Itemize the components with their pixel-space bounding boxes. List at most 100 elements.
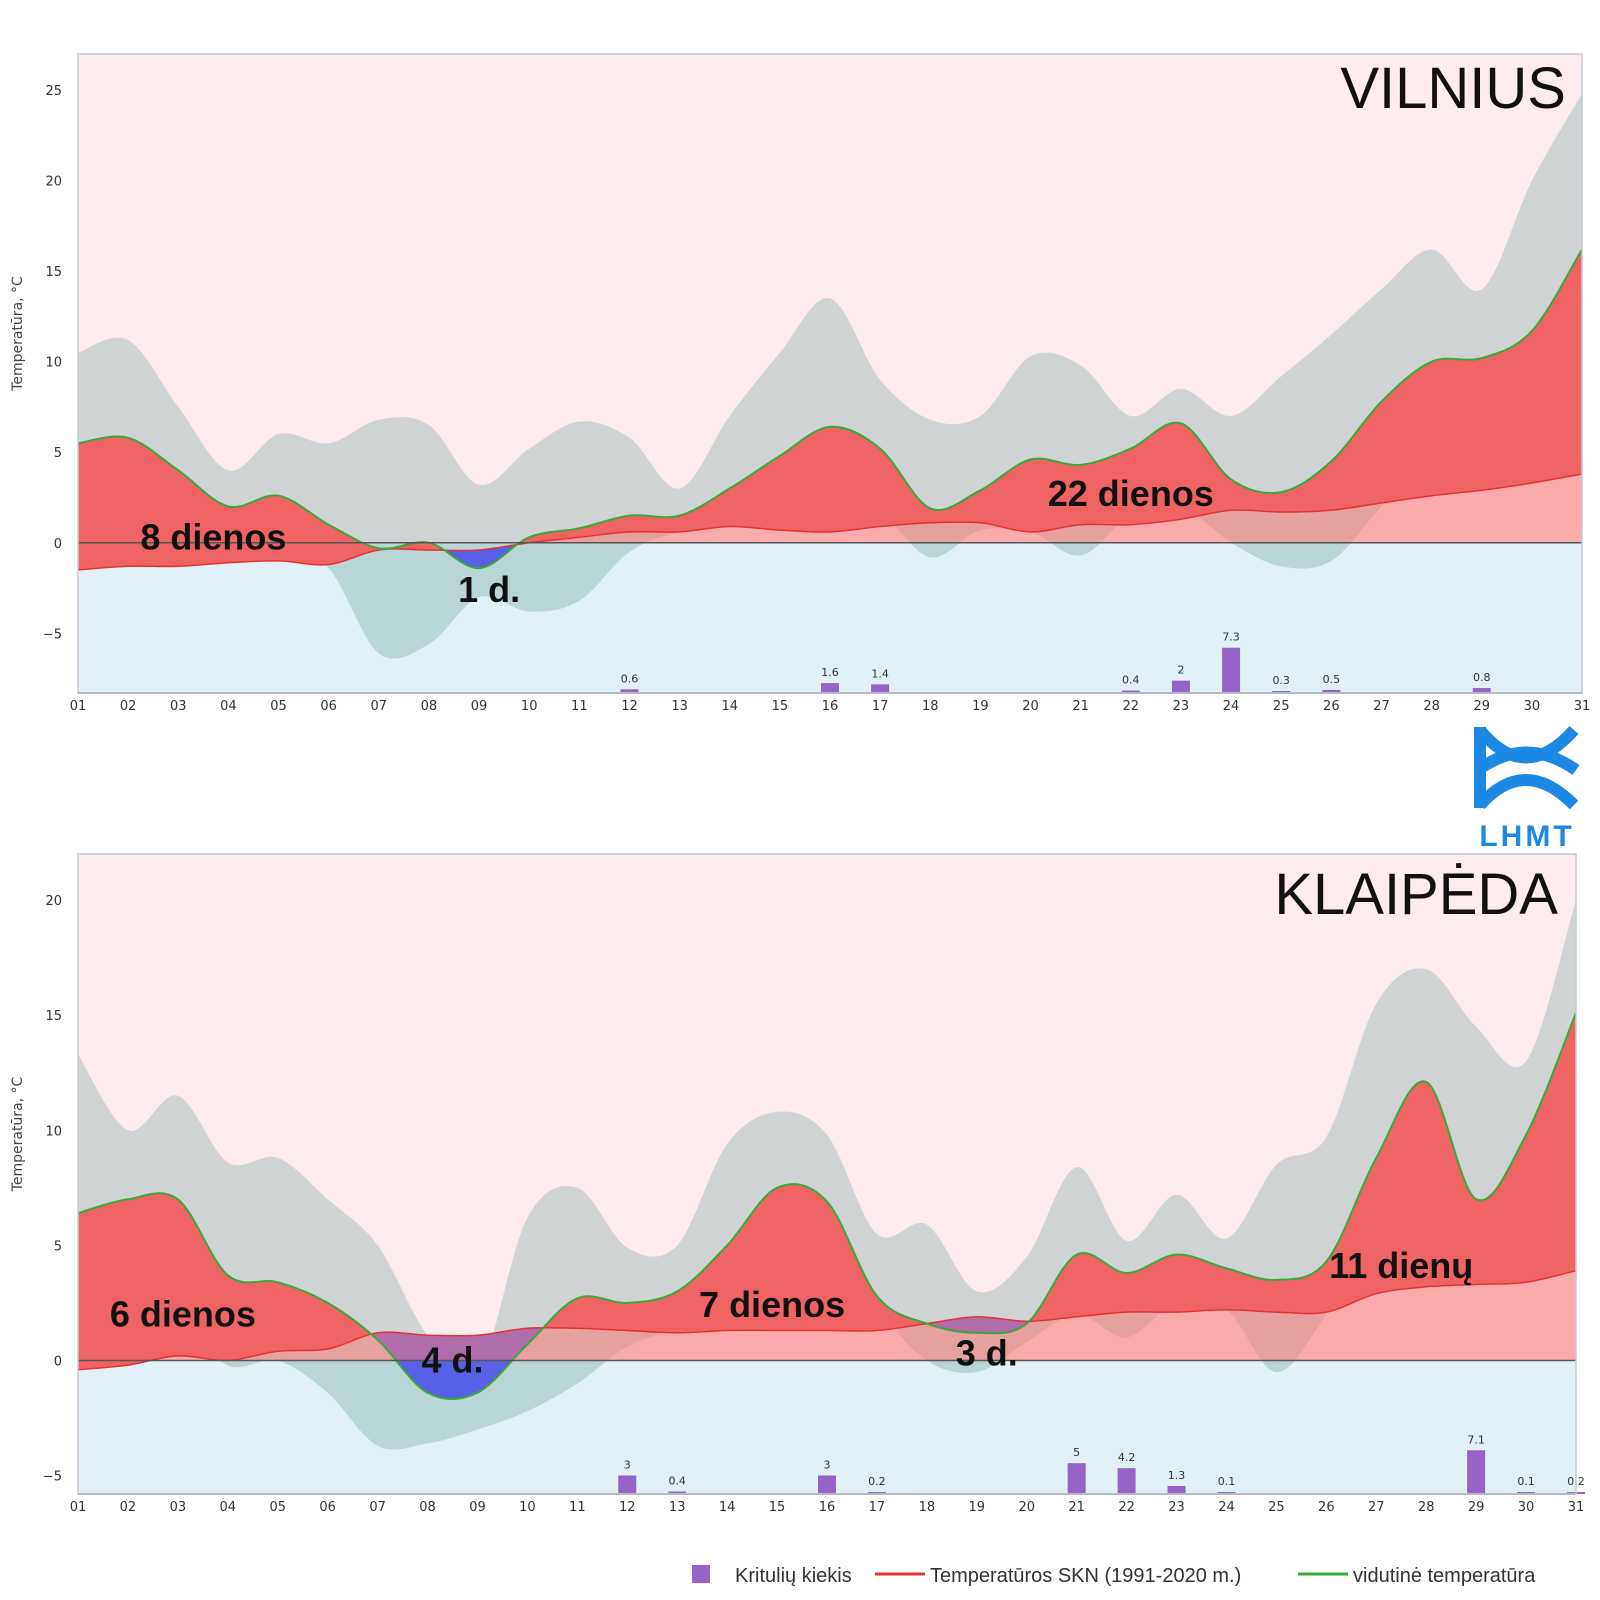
klaipeda-x-tick-label: 15	[769, 1500, 786, 1515]
vilnius-x-tick-label: 24	[1223, 699, 1240, 714]
klaipeda-x-tick-label: 27	[1368, 1500, 1385, 1515]
klaipeda-x-tick-label: 06	[319, 1500, 336, 1515]
vilnius-x-tick-label: 22	[1123, 699, 1140, 714]
vilnius-precip-label: 0.8	[1473, 671, 1491, 684]
vilnius-x-tick-label: 04	[220, 699, 237, 714]
vilnius-x-tick-label: 25	[1273, 699, 1290, 714]
klaipeda-precip-label: 1.3	[1168, 1469, 1186, 1482]
klaipeda-title: KLAIPĖDA	[1274, 862, 1558, 927]
vilnius-x-tick-label: 10	[521, 699, 538, 714]
vilnius-x-tick-label: 29	[1473, 699, 1490, 714]
vilnius-y-tick-label: 10	[45, 356, 62, 371]
vilnius-x-tick-label: 26	[1323, 699, 1340, 714]
vilnius-x-tick-label: 19	[972, 699, 989, 714]
klaipeda-day-count-annotation: 11 dienų	[1329, 1245, 1473, 1286]
klaipeda-y-tick-label: 15	[45, 1009, 62, 1024]
vilnius-mean-line	[78, 248, 1582, 570]
klaipeda-x-tick-label: 03	[170, 1500, 187, 1515]
vilnius-x-tick-label: 15	[772, 699, 789, 714]
klaipeda-precip-label: 7.1	[1467, 1433, 1485, 1446]
klaipeda-x-tick-label: 25	[1268, 1500, 1285, 1515]
vilnius-x-tick-label: 02	[120, 699, 137, 714]
klaipeda-x-tick-label: 28	[1418, 1500, 1435, 1515]
klaipeda-x-tick-label: 14	[719, 1500, 736, 1515]
vilnius-precip-bar	[871, 684, 890, 693]
vilnius-x-tick-label: 06	[320, 699, 337, 714]
klaipeda-mean-line	[78, 1012, 1576, 1401]
vilnius-precip-label: 0.5	[1323, 673, 1341, 686]
klaipeda-precip-bar	[1167, 1485, 1186, 1494]
klaipeda-day-count-annotation: 7 dienos	[699, 1284, 845, 1325]
vilnius-y-axis-label: Temperatūra, °C	[10, 276, 26, 392]
klaipeda-norm-line	[78, 1269, 1576, 1371]
klaipeda-x-tick-label: 01	[70, 1500, 87, 1515]
vilnius-y-tick-label: 15	[45, 265, 62, 280]
legend-mean-label: vidutinė temperatūra	[1353, 1565, 1536, 1587]
klaipeda-precip-label: 3	[824, 1459, 831, 1472]
vilnius-precip-bar	[1171, 680, 1190, 693]
klaipeda-precip-bar	[668, 1491, 687, 1494]
klaipeda-y-tick-label: −5	[43, 1470, 62, 1485]
lhmt-logo: LHMT	[1474, 725, 1580, 853]
vilnius-precip-bar	[1472, 688, 1491, 693]
vilnius-x-tick-label: 13	[671, 699, 688, 714]
klaipeda-x-tick-label: 09	[469, 1500, 486, 1515]
klaipeda-norm-fill	[78, 1270, 1576, 1361]
vilnius-precip-label: 2	[1177, 664, 1184, 677]
vilnius-x-tick-label: 11	[571, 699, 588, 714]
klaipeda-precip-label: 4.2	[1118, 1451, 1136, 1464]
vilnius-precip-label: 7.3	[1222, 631, 1240, 644]
vilnius-plot-area	[78, 93, 1582, 659]
klaipeda-precip-label: 0.1	[1517, 1475, 1535, 1488]
vilnius-x-tick-label: 12	[621, 699, 638, 714]
klaipeda-precip-label: 0.2	[868, 1475, 886, 1488]
klaipeda-precip-label: 5	[1073, 1446, 1080, 1459]
vilnius-day-count-annotation: 1 d.	[458, 569, 520, 610]
klaipeda-y-tick-label: 5	[54, 1239, 62, 1254]
legend: Kritulių kiekis Temperatūros SKN (1991-2…	[692, 1565, 1536, 1587]
klaipeda-chart: 30.430.25 4.21.3 0.17.10.1 0.201 02 03 04 05 06 0…	[10, 853, 1585, 1515]
vilnius-x-tick-label: 05	[270, 699, 287, 714]
klaipeda-x-tick-label: 20	[1018, 1500, 1035, 1515]
vilnius-precip-label: 0.6	[621, 672, 639, 685]
vilnius-x-tick-label: 18	[922, 699, 939, 714]
klaipeda-range-band	[78, 900, 1576, 1450]
vilnius-y-tick-label: 20	[45, 175, 62, 190]
vilnius-x-tick-label: 14	[721, 699, 738, 714]
lhmt-logo-mark-icon	[1474, 725, 1580, 810]
klaipeda-day-count-annotation: 6 dienos	[110, 1293, 256, 1334]
vilnius-x-tick-label: 07	[371, 699, 388, 714]
klaipeda-precip-bar	[818, 1475, 836, 1494]
klaipeda-precip-bar	[1117, 1468, 1136, 1494]
klaipeda-x-tick-label: 07	[369, 1500, 386, 1515]
vilnius-precip-bar	[1121, 690, 1140, 693]
klaipeda-precip-label: 0.1	[1218, 1475, 1236, 1488]
vilnius-precip-bar	[620, 689, 639, 693]
klaipeda-x-tick-label: 16	[819, 1500, 836, 1515]
klaipeda-y-tick-label: 10	[45, 1124, 62, 1139]
vilnius-x-tick-label: 28	[1423, 699, 1440, 714]
vilnius-y-tick-label: −5	[43, 627, 62, 642]
vilnius-x-tick-label: 01	[70, 699, 87, 714]
vilnius-x-tick-label: 03	[170, 699, 187, 714]
klaipeda-x-tick-label: 08	[419, 1500, 436, 1515]
vilnius-chart: 0.6 1.6 1.4 0.427.30.3 0.5 0.801 02 03 04 05 06 07 0…	[10, 53, 1591, 714]
klaipeda-x-tick-label: 05	[269, 1500, 286, 1515]
vilnius-precip-label: 1.6	[821, 666, 839, 679]
vilnius-x-tick-label: 31	[1574, 699, 1591, 714]
vilnius-x-tick-label: 09	[471, 699, 488, 714]
klaipeda-day-count-annotation: 4 d.	[421, 1339, 483, 1380]
klaipeda-x-tick-label: 02	[120, 1500, 137, 1515]
vilnius-precip-label: 0.4	[1122, 674, 1140, 687]
vilnius-precip-label: 1.4	[871, 667, 889, 680]
vilnius-x-tick-label: 23	[1173, 699, 1190, 714]
klaipeda-x-tick-label: 30	[1518, 1500, 1535, 1515]
vilnius-day-count-annotation: 22 dienos	[1048, 473, 1214, 514]
klaipeda-cold-background	[78, 1360, 1576, 1494]
klaipeda-x-tick-label: 22	[1118, 1500, 1135, 1515]
vilnius-norm-fill	[529, 474, 1582, 543]
klaipeda-x-tick-label: 24	[1218, 1500, 1235, 1515]
vilnius-precip-bar	[821, 683, 839, 693]
klaipeda-above-norm-fill	[78, 1012, 1576, 1370]
